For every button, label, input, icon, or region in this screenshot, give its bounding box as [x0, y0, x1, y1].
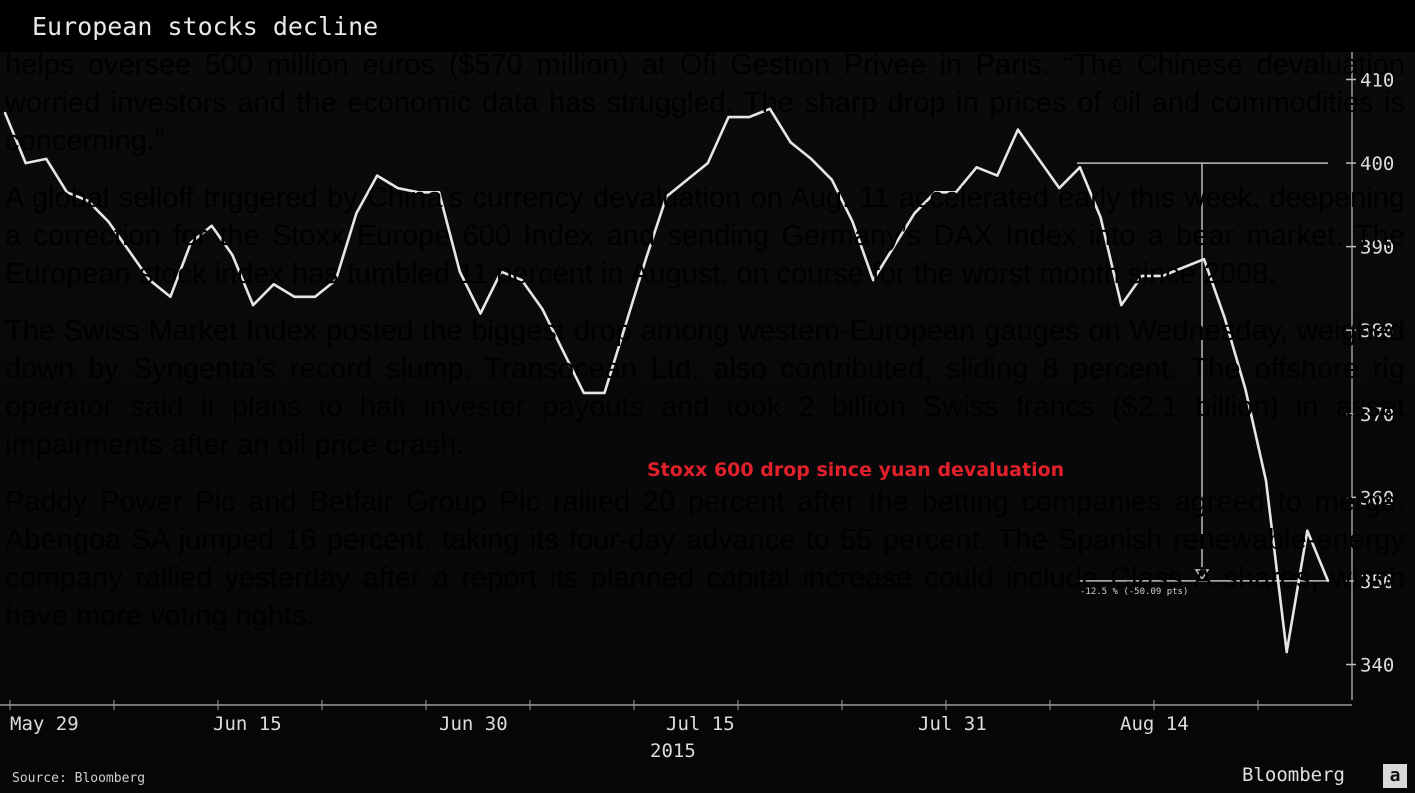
series-point [313, 295, 317, 298]
series-point [375, 174, 379, 177]
x-tick-label: May 29 [10, 713, 79, 735]
series-point [892, 245, 896, 248]
series-point [86, 199, 89, 202]
series-point [1099, 216, 1102, 219]
series-point [231, 253, 234, 257]
series-point [1058, 186, 1061, 190]
y-tick-label: 340 [1360, 655, 1394, 677]
series-point [45, 157, 48, 161]
series-point [913, 212, 916, 215]
series-point [1078, 166, 1082, 169]
series-point [437, 191, 441, 194]
series-point [582, 391, 585, 395]
drop-arrow-head-icon [1194, 569, 1210, 581]
y-tick-label: 380 [1360, 320, 1394, 342]
drop-measure-label: -12.5 % (-50.09 pts) [1080, 587, 1188, 597]
x-tick-label: Jul 15 [666, 713, 735, 735]
series-point [561, 349, 565, 353]
series-point [706, 161, 709, 165]
title-bar: European stocks decline [0, 0, 1415, 52]
series-point [789, 141, 792, 144]
series-point [1202, 258, 1206, 261]
x-tick-label: Jul 31 [918, 713, 987, 735]
series-point [996, 174, 999, 177]
x-tick-label: Jun 30 [439, 713, 508, 735]
series-points [3, 107, 1330, 654]
series-point [1223, 316, 1226, 319]
series-point [934, 191, 937, 194]
y-tick-label: 350 [1360, 571, 1394, 593]
x-year-label: 2015 [650, 740, 696, 762]
brand-logo-icon: a [1383, 764, 1407, 788]
series-point [1264, 479, 1268, 482]
x-tick-label: Aug 14 [1120, 713, 1189, 735]
series-point [499, 270, 503, 273]
series-point [624, 324, 627, 328]
annotation-caption: Stoxx 600 drop since yuan devaluation [647, 459, 1064, 481]
series-point [975, 166, 978, 169]
series-point [293, 295, 296, 298]
series-point [603, 391, 606, 395]
series-point [127, 249, 131, 252]
y-tick-label: 370 [1360, 404, 1394, 426]
series-point [1016, 128, 1020, 131]
series-point [65, 191, 69, 194]
series-point [479, 312, 482, 315]
series-point [107, 220, 110, 223]
x-tick-label: Jun 15 [213, 713, 282, 735]
y-tick-label: 390 [1360, 237, 1394, 259]
y-axis: 410 400 390 380 370 360 350 340 [1346, 52, 1394, 700]
series-point [748, 115, 751, 119]
series-point [1326, 579, 1330, 583]
series-point [1140, 274, 1144, 278]
y-tick-label: 360 [1360, 487, 1394, 509]
series-point [210, 224, 213, 227]
series-point [1285, 650, 1288, 654]
series-point [458, 270, 461, 273]
annotation-layer: -12.5 % (-50.09 pts) [1077, 162, 1328, 597]
source-note: Source: Bloomberg [12, 771, 146, 786]
series-point [1161, 274, 1164, 278]
series-point [768, 107, 772, 111]
series-point [1182, 266, 1185, 269]
series-point [334, 278, 337, 282]
y-tick-label: 400 [1360, 153, 1394, 175]
series-point [272, 283, 275, 286]
series-point [665, 195, 668, 198]
series-point [355, 212, 358, 215]
series-point [24, 161, 27, 165]
series-point [830, 178, 834, 181]
series-point [169, 295, 172, 298]
series-point [644, 258, 647, 261]
series-point [3, 111, 7, 115]
series-point [1037, 157, 1040, 161]
series-point [520, 278, 523, 282]
series-point [251, 303, 255, 307]
chart-title: European stocks decline [32, 12, 379, 41]
series-point [851, 220, 854, 223]
series-point [686, 178, 689, 181]
series-point [1306, 529, 1309, 532]
series-point [727, 115, 730, 119]
series-point [1244, 387, 1247, 390]
y-tick-label: 410 [1360, 70, 1394, 92]
series-point [1120, 303, 1123, 307]
x-axis: May 29 Jun 15 Jun 30 Jul 15 Jul 31 Aug 14 2015 [0, 700, 1352, 762]
series-point [810, 157, 813, 161]
series-point [954, 191, 958, 194]
series-point [189, 241, 193, 244]
series-line-stoxx [3, 107, 1330, 654]
series-point [396, 186, 399, 190]
series-point [148, 278, 151, 282]
series-point [872, 278, 875, 282]
series-point [417, 191, 420, 194]
brand-name: Bloomberg [1242, 764, 1345, 786]
series-point [541, 308, 544, 311]
